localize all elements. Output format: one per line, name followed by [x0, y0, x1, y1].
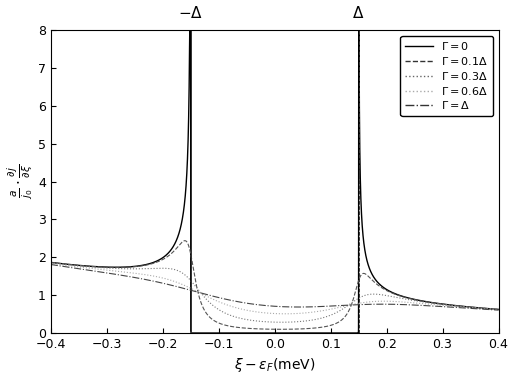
Legend: $\Gamma = 0$, $\Gamma = 0.1\Delta$, $\Gamma = 0.3\Delta$, $\Gamma = 0.6\Delta$, : $\Gamma = 0$, $\Gamma = 0.1\Delta$, $\Ga… [400, 36, 493, 116]
Line: $\Gamma = 0$: $\Gamma = 0$ [51, 30, 499, 333]
$\Gamma = 0.1\Delta$ [278, 327, 284, 332]
$\Gamma = 0$ [495, 307, 502, 312]
Line: $\Gamma = 0.6\Delta$: $\Gamma = 0.6\Delta$ [51, 263, 499, 314]
$\Gamma = 0.1\Delta$ [75, 263, 81, 268]
$\Gamma = 0$ [50, 260, 56, 265]
$\Gamma = 0.3\Delta$ [267, 320, 273, 324]
$\Gamma = 0.1\Delta$ [48, 260, 54, 265]
Text: $-\Delta$: $-\Delta$ [178, 5, 203, 21]
$\Gamma = 0.1\Delta$ [472, 305, 478, 310]
$\Gamma = \Delta$ [495, 308, 502, 312]
$\Gamma = 0.3\Delta$ [75, 263, 81, 268]
$\Gamma = 0$ [267, 331, 273, 335]
$\Gamma = \Delta$ [472, 306, 478, 311]
$\Gamma = \Delta$ [75, 266, 81, 271]
$\Gamma = \Delta$ [267, 304, 273, 308]
$\Gamma = 0.1\Delta$ [50, 260, 56, 265]
$\Gamma = \Delta$ [136, 276, 142, 280]
X-axis label: $\xi - \epsilon_F$(meV): $\xi - \epsilon_F$(meV) [234, 356, 316, 374]
$\Gamma = \Delta$ [48, 262, 54, 267]
Text: $\Delta$: $\Delta$ [353, 5, 365, 21]
$\Gamma = 0.3\Delta$ [495, 307, 502, 312]
$\Gamma = 0.6\Delta$ [472, 306, 478, 310]
$\Gamma = 0.6\Delta$ [136, 271, 142, 276]
$\Gamma = 0.6\Delta$ [50, 261, 56, 266]
$\Gamma = 0$ [136, 264, 142, 268]
$\Gamma = 0$ [187, 28, 193, 33]
$\Gamma = 0.6\Delta$ [48, 261, 54, 266]
$\Gamma = 0.6\Delta$ [282, 312, 288, 316]
$\Gamma = 0.1\Delta$ [495, 307, 502, 312]
$\Gamma = 0$ [75, 263, 81, 268]
$\Gamma = 0.1\Delta$ [267, 327, 273, 331]
$\Gamma = 0.6\Delta$ [66, 263, 72, 268]
$\Gamma = 0$ [48, 260, 54, 265]
$\Gamma = 0$ [66, 262, 72, 267]
$\Gamma = 0.6\Delta$ [495, 307, 502, 312]
$\Gamma = 0.3\Delta$ [136, 266, 142, 271]
$\Gamma = 0.3\Delta$ [48, 260, 54, 265]
$\Gamma = 0.1\Delta$ [66, 262, 72, 267]
$\Gamma = 0.3\Delta$ [50, 261, 56, 265]
Line: $\Gamma = \Delta$: $\Gamma = \Delta$ [51, 264, 499, 310]
$\Gamma = 0$ [472, 305, 478, 310]
$\Gamma = 0.6\Delta$ [75, 264, 81, 269]
$\Gamma = 0.3\Delta$ [279, 320, 285, 325]
$\Gamma = 0.1\Delta$ [182, 238, 188, 243]
$\Gamma = 0.3\Delta$ [66, 263, 72, 267]
Line: $\Gamma = 0.1\Delta$: $\Gamma = 0.1\Delta$ [51, 241, 499, 329]
$\Gamma = 0.6\Delta$ [267, 311, 273, 315]
$\Gamma = 0.3\Delta$ [472, 306, 478, 310]
$\Gamma = \Delta$ [66, 265, 72, 269]
Line: $\Gamma = 0.3\Delta$: $\Gamma = 0.3\Delta$ [51, 263, 499, 322]
$\Gamma = \Delta$ [50, 263, 56, 267]
$\Gamma = 0$ [277, 331, 283, 335]
$\Gamma = 0.1\Delta$ [136, 264, 142, 269]
Y-axis label: $\frac{a}{j_0} \cdot \frac{\partial j}{\partial \xi}$: $\frac{a}{j_0} \cdot \frac{\partial j}{\… [6, 164, 35, 200]
